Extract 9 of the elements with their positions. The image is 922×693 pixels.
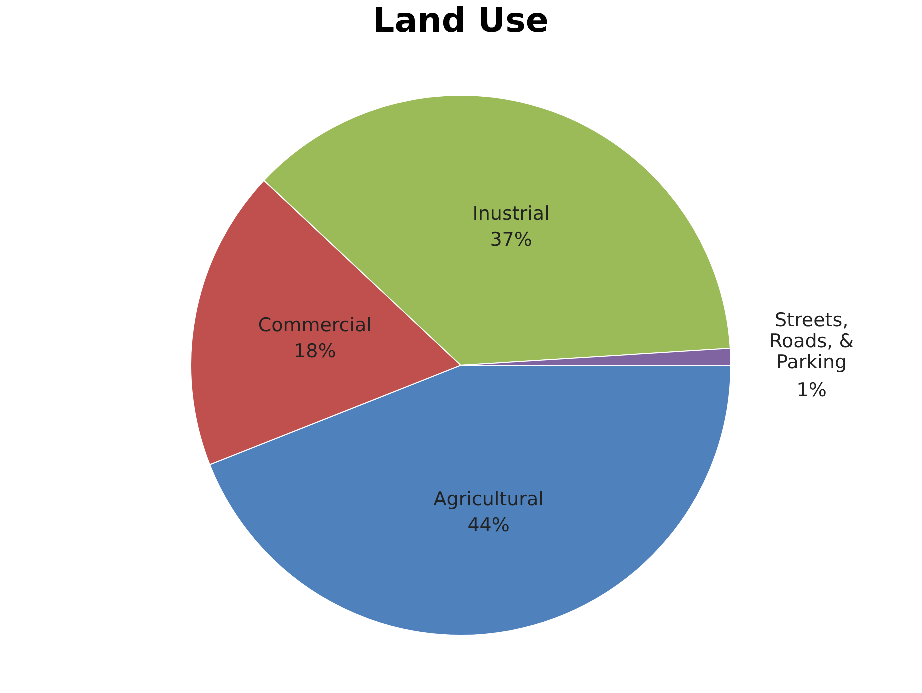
data-label: 44% <box>468 514 510 536</box>
data-label: 18% <box>294 340 336 363</box>
slice-label: Commercial <box>258 314 372 337</box>
slice-label: Streets, Roads, & Parking <box>770 310 854 374</box>
data-label: 1% <box>796 380 827 402</box>
slice-label: Inustrial <box>472 202 550 225</box>
slice-label: Agricultural <box>434 488 544 510</box>
chart-title: Land Use <box>373 1 549 41</box>
data-label: 37% <box>490 228 532 251</box>
